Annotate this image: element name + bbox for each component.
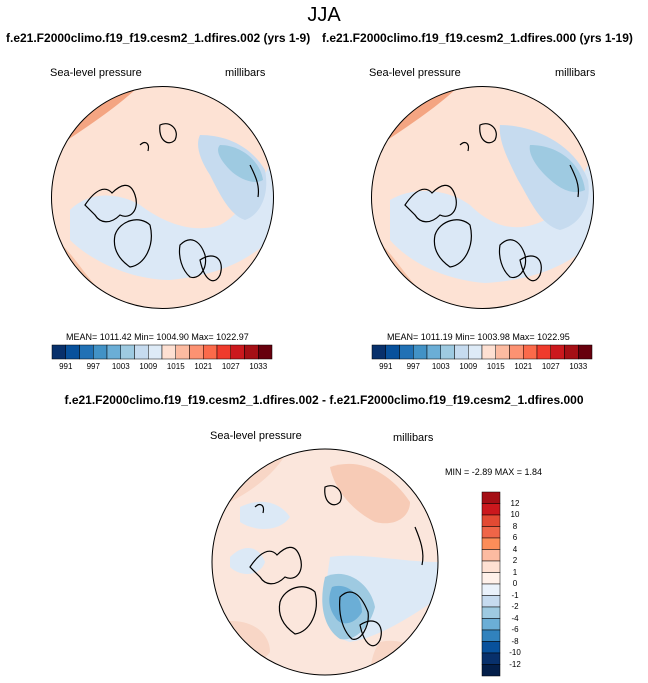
colorbar-swatch [258,344,273,360]
colorbar-tick-label: 12 [510,498,520,508]
colorbar-swatch [189,344,204,360]
colorbar-tick-label: 1021 [514,362,533,371]
colorbar-swatch [481,583,501,596]
left-stats: MEAN= 1011.42 Min= 1004.90 Max= 1022.97 [66,332,249,342]
colorbar-swatch [230,344,245,360]
colorbar-tick-label: 10 [510,510,520,519]
difference-colorbar [481,491,501,677]
colorbar-swatch [79,344,94,360]
colorbar-swatch [481,344,496,360]
colorbar-swatch [481,514,501,527]
colorbar-swatch [481,664,501,677]
difference-polar-map [211,448,439,676]
left-colorbar [51,344,273,360]
colorbar-swatch [106,344,121,360]
right-stats: MEAN= 1011.19 Min= 1003.98 Max= 1022.95 [387,332,570,342]
right-polar-map [371,86,594,309]
colorbar-swatch [161,344,176,360]
colorbar-tick-label: 1033 [249,362,268,371]
left-panel-title: f.e21.F2000climo.f19_f19.cesm2_1.dfires.… [6,31,311,45]
colorbar-tick-label: -10 [509,648,521,657]
colorbar-swatch [481,629,501,642]
colorbar-swatch [175,344,190,360]
colorbar-swatch [481,549,501,562]
colorbar-swatch [564,344,579,360]
colorbar-swatch [481,572,501,585]
colorbar-tick-label: 4 [512,544,518,554]
colorbar-swatch [481,526,501,539]
colorbar-swatch [509,344,524,360]
colorbar-tick-label: 1015 [166,362,185,371]
colorbar-tick-label: 997 [86,362,100,371]
left-polar-map [51,86,274,309]
colorbar-swatch [578,344,593,360]
colorbar-swatch [481,618,501,631]
colorbar-tick-label: 1033 [569,362,588,371]
colorbar-swatch [481,503,501,516]
colorbar-swatch [413,344,428,360]
colorbar-swatch [481,652,501,665]
colorbar-tick-label: 8 [512,521,518,531]
right-variable-label: Sea-level pressure [369,67,461,79]
colorbar-tick-label: 1003 [431,362,450,371]
colorbar-tick-label: 1009 [139,362,158,371]
colorbar-tick-label: -6 [511,625,519,634]
colorbar-tick-label: 1021 [194,362,213,371]
colorbar-tick-label: 1027 [541,362,560,371]
colorbar-swatch [550,344,565,360]
colorbar-tick-label: 991 [379,362,393,371]
right-units-label: millibars [555,67,596,79]
colorbar-swatch [216,344,231,360]
diff-variable-label: Sea-level pressure [210,430,302,442]
colorbar-swatch [536,344,551,360]
colorbar-tick-label: 1027 [221,362,240,371]
colorbar-swatch [93,344,108,360]
colorbar-swatch [481,491,501,504]
colorbar-swatch [440,344,455,360]
colorbar-swatch [468,344,483,360]
colorbar-tick-label: 1015 [486,362,505,371]
colorbar-tick-label: 997 [406,362,420,371]
diff-stats: MIN = -2.89 MAX = 1.84 [445,467,543,477]
colorbar-swatch [481,560,501,573]
left-variable-label: Sea-level pressure [50,67,142,79]
right-panel-title: f.e21.F2000climo.f19_f19.cesm2_1.dfires.… [322,31,633,45]
colorbar-tick-label: 991 [59,362,73,371]
colorbar-swatch [454,344,469,360]
colorbar-swatch [120,344,135,360]
colorbar-tick-label: 0 [512,579,518,588]
colorbar-tick-label: 1003 [111,362,130,371]
colorbar-tick-label: 1 [512,567,518,577]
colorbar-swatch [51,344,66,360]
colorbar-swatch [385,344,400,360]
colorbar-tick-label: 6 [512,533,518,542]
colorbar-swatch [523,344,538,360]
colorbar-tick-label: -1 [511,590,519,600]
colorbar-swatch [481,595,501,608]
left-units-label: millibars [225,67,266,79]
season-title: JJA [307,4,341,26]
colorbar-swatch [371,344,386,360]
colorbar-tick-label: 1009 [459,362,478,371]
colorbar-tick-label: -4 [511,613,519,623]
colorbar-swatch [244,344,259,360]
colorbar-swatch [481,641,501,654]
colorbar-swatch [481,606,501,619]
colorbar-swatch [134,344,149,360]
difference-title: f.e21.F2000climo.f19_f19.cesm2_1.dfires.… [64,393,584,407]
colorbar-swatch [203,344,218,360]
colorbar-swatch [426,344,441,360]
colorbar-swatch [481,537,501,550]
colorbar-swatch [399,344,414,360]
colorbar-tick-label: -2 [511,602,519,611]
colorbar-tick-label: -8 [511,636,519,646]
colorbar-swatch [148,344,163,360]
colorbar-swatch [65,344,80,360]
colorbar-swatch [495,344,510,360]
right-colorbar [371,344,593,360]
colorbar-tick-label: -12 [509,659,521,669]
colorbar-tick-label: 2 [512,556,518,565]
diff-units-label: millibars [393,432,434,444]
